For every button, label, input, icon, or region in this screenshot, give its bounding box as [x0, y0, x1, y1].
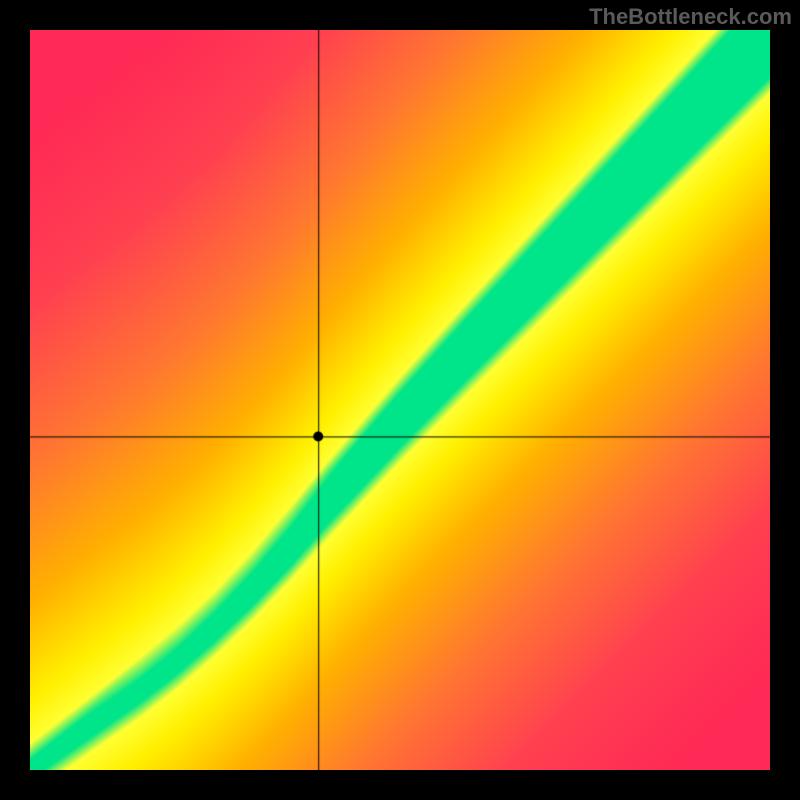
bottleneck-heatmap-chart [30, 30, 770, 770]
heatmap-canvas [30, 30, 770, 770]
watermark-label: TheBottleneck.com [589, 4, 792, 30]
